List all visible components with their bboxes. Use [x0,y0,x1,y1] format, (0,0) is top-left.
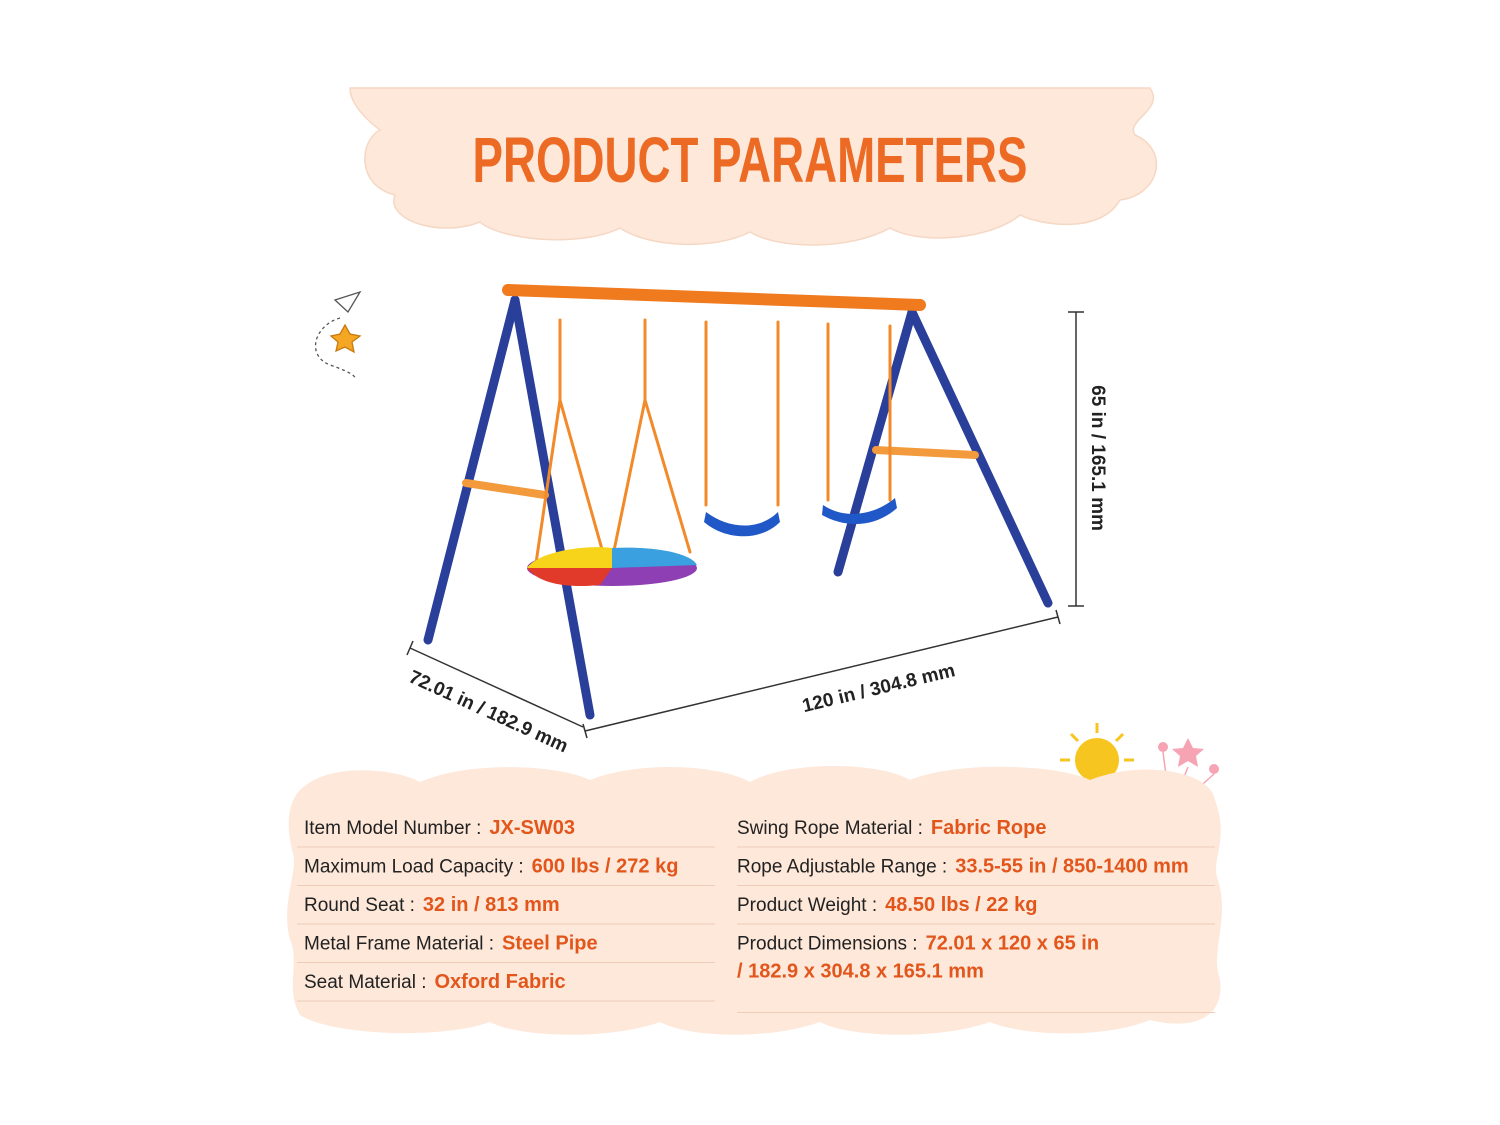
spec-row: Maximum Load Capacity : 600 lbs / 272 kg [304,856,678,878]
spec-label: Swing Rope Material : [737,818,923,839]
spec-row: Rope Adjustable Range : 33.5-55 in / 850-… [737,856,1189,878]
spec-value: Fabric Rope [931,817,1047,839]
spec-label: Product Weight : [737,895,877,916]
spec-label: Rope Adjustable Range : [737,857,947,878]
specs-table: Item Model Number : JX-SW03 Maximum Load C… [297,817,1215,1013]
spec-label: Seat Material : [304,972,427,993]
swing-set-illustration [423,284,1053,720]
width-label: 120 in / 304.8 mm [800,660,957,717]
spec-label: Metal Frame Material : [304,934,494,955]
title-cloud [349,87,1158,246]
spec-value: 600 lbs / 272 kg [532,856,679,878]
spec-label: Product Dimensions : [737,934,918,955]
page-title: PRODUCT PARAMETERS [473,124,1028,196]
spec-label: Item Model Number : [304,818,481,839]
spec-row: Item Model Number : JX-SW03 [304,817,575,839]
spec-label: Round Seat : [304,895,415,916]
spec-value: JX-SW03 [489,817,575,839]
dimension-lines [406,311,1084,739]
spec-value: 48.50 lbs / 22 kg [885,894,1037,916]
spec-value: 33.5-55 in / 850-1400 mm [955,856,1188,878]
spec-row: Product Dimensions : 72.01 x 120 x 65 in [737,933,1099,955]
spec-row: Swing Rope Material : Fabric Rope [737,817,1046,839]
spec-row: Round Seat : 32 in / 813 mm [304,894,560,916]
spec-value: 72.01 x 120 x 65 in [926,933,1099,955]
depth-label: 72.01 in / 182.9 mm [406,667,571,758]
spec-value: Steel Pipe [502,933,598,955]
spec-value-continued: / 182.9 x 304.8 x 165.1 mm [737,961,984,983]
spec-value: 32 in / 813 mm [423,894,560,916]
spec-row: Metal Frame Material : Steel Pipe [304,933,598,955]
spec-row: Seat Material : Oxford Fabric [304,971,566,993]
specs-cloud [287,766,1222,1035]
spec-row: Product Weight : 48.50 lbs / 22 kg [737,894,1037,916]
height-label: 65 in / 165.1 mm [1087,385,1108,531]
spec-label: Maximum Load Capacity : [304,857,524,878]
doodle [314,290,362,379]
spec-value: Oxford Fabric [435,971,566,993]
